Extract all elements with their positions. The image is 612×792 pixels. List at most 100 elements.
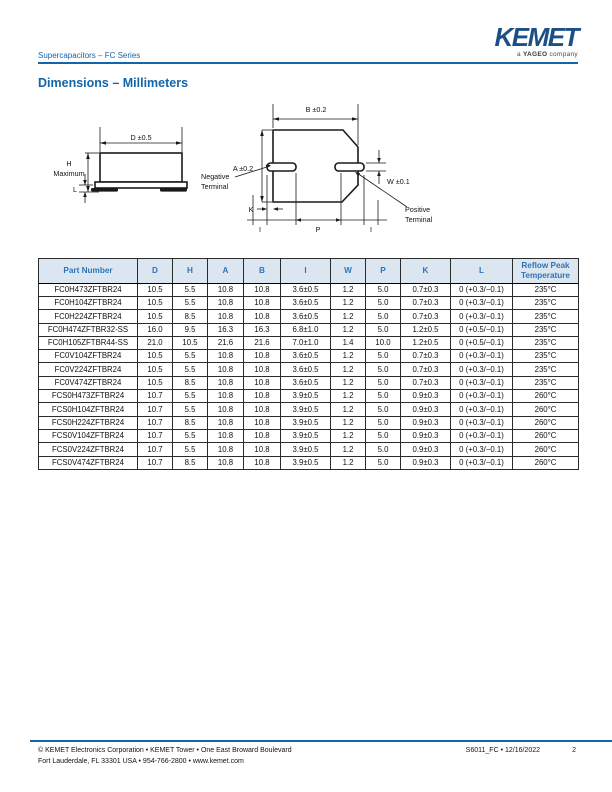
tagline-post: company — [547, 51, 578, 58]
dimension-cell: 0 (+0.3/−0.1) — [450, 349, 513, 364]
dimension-cell: 10.8 — [207, 309, 244, 324]
dimension-cell: 260°C — [512, 415, 579, 430]
negative-terminal-tab — [266, 162, 297, 172]
table-row: FC0H474ZFTBR32-SS 16.0 9.5 16.3 16.3 6.8±1.0 1… — [38, 322, 579, 337]
dimension-cell: 5.5 — [172, 389, 208, 404]
dim-b-label: B ±0.2 — [306, 105, 327, 114]
dimension-cell: 5.5 — [172, 402, 208, 417]
dimension-cell: 8.5 — [172, 455, 208, 470]
part-number-cell: FC0H473ZFTBR24 — [38, 282, 138, 297]
dimension-cell: 5.0 — [365, 322, 401, 337]
dimension-cell: 10.8 — [207, 282, 244, 297]
part-number-cell: FC0H104ZFTBR24 — [38, 295, 138, 311]
dimension-cell: 260°C — [512, 389, 579, 404]
footer-address-line1: © KEMET Electronics Corporation • KEMET … — [38, 747, 292, 754]
dimension-cell: 0 (+0.3/−0.1) — [450, 455, 513, 470]
dimension-cell: 10.7 — [137, 415, 173, 430]
dimension-cell: 5.0 — [365, 295, 401, 311]
dimension-cell: 10.7 — [137, 428, 173, 444]
part-number-cell: FC0H105ZFTBR44-SS — [38, 335, 138, 351]
column-header-l: L — [450, 258, 513, 284]
column-header-h: H — [172, 258, 208, 284]
dimension-cell: 0.7±0.3 — [400, 349, 451, 364]
dimension-cell: 3.9±0.5 — [280, 428, 331, 444]
header-rule — [38, 62, 578, 64]
table-row: FCS0V474ZFTBR24 10.7 8.5 10.8 10.8 3.9±0.5 1.2… — [38, 455, 579, 470]
dimension-cell: 0.9±0.3 — [400, 389, 451, 404]
positive-terminal-tab — [334, 162, 365, 172]
dimension-cell: 8.5 — [172, 415, 208, 430]
dimension-cell: 10.8 — [207, 415, 244, 430]
column-header-reflow-peak-temperature: Reflow Peak Temperature — [512, 258, 579, 284]
part-number-cell: FC0V104ZFTBR24 — [38, 349, 138, 364]
footer-rule — [30, 740, 612, 742]
base-plate — [94, 181, 188, 189]
dimension-cell: 5.0 — [365, 415, 401, 430]
dimension-cell: 10.8 — [207, 402, 244, 417]
dim-l-label: L — [73, 185, 77, 194]
dimension-cell: 10.8 — [243, 309, 281, 324]
terminal-pad-left — [91, 188, 118, 192]
dimension-cell: 10.7 — [137, 442, 173, 457]
table-row: FCS0V104ZFTBR24 10.7 5.5 10.8 10.8 3.9±0.5 1.2… — [38, 428, 579, 444]
dim-a-label: A ±0.2 — [233, 164, 253, 173]
dimension-cell: 1.2 — [330, 455, 366, 470]
column-header-k: K — [400, 258, 451, 284]
dimension-cell: 5.0 — [365, 375, 401, 391]
dimension-cell: 0 (+0.3/−0.1) — [450, 442, 513, 457]
dimension-cell: 16.3 — [207, 322, 244, 337]
dimension-cell: 10.8 — [243, 349, 281, 364]
dimension-cell: 1.2 — [330, 375, 366, 391]
part-number-cell: FCS0V474ZFTBR24 — [38, 455, 138, 470]
table-row: FCS0H224ZFTBR24 10.7 8.5 10.8 10.8 3.9±0.5 1.2… — [38, 415, 579, 430]
dimension-cell: 10.8 — [243, 362, 281, 377]
negative-terminal-label-2: Terminal — [201, 182, 229, 191]
column-header-part-number: Part Number — [38, 258, 138, 284]
dimension-cell: 10.8 — [207, 362, 244, 377]
dimension-cell: 16.0 — [137, 322, 173, 337]
dimension-cell: 1.2 — [330, 349, 366, 364]
dimension-cell: 5.0 — [365, 362, 401, 377]
dimension-cell: 10.7 — [137, 402, 173, 417]
dimension-cell: 1.2±0.5 — [400, 322, 451, 337]
part-number-cell: FCS0V224ZFTBR24 — [38, 442, 138, 457]
dimension-cell: 260°C — [512, 442, 579, 457]
dimension-cell: 3.9±0.5 — [280, 442, 331, 457]
yageo-tagline: a YAGEO company — [495, 51, 579, 58]
dimension-cell: 1.2 — [330, 389, 366, 404]
dimension-cell: 5.0 — [365, 349, 401, 364]
series-title: Supercapacitors – FC Series — [38, 51, 141, 60]
dimension-cell: 235°C — [512, 309, 579, 324]
dim-p-label: P — [316, 225, 321, 234]
dimension-cell: 1.2 — [330, 362, 366, 377]
dimension-cell: 3.6±0.5 — [280, 309, 331, 324]
dimension-cell: 0 (+0.5/−0.1) — [450, 335, 513, 351]
dimension-cell: 10.8 — [243, 375, 281, 391]
capacitor-body-side — [99, 152, 183, 183]
dimension-cell: 10.8 — [243, 455, 281, 470]
dimension-cell: 5.0 — [365, 402, 401, 417]
table-row: FC0H224ZFTBR24 10.5 8.5 10.8 10.8 3.6±0.5 1.2 5… — [38, 309, 579, 324]
dimension-cell: 10.8 — [207, 295, 244, 311]
column-header-d: D — [137, 258, 173, 284]
dimension-cell: 5.5 — [172, 295, 208, 311]
dim-d-label: D ±0.5 — [130, 133, 151, 142]
column-header-p: P — [365, 258, 401, 284]
dimension-cell: 0 (+0.3/−0.1) — [450, 309, 513, 324]
dimension-cell: 3.6±0.5 — [280, 375, 331, 391]
dimension-cell: 0.7±0.3 — [400, 375, 451, 391]
tagline-brand: YAGEO — [523, 51, 548, 58]
table-row: FCS0V224ZFTBR24 10.7 5.5 10.8 10.8 3.9±0.5 1.2… — [38, 442, 579, 457]
dimension-cell: 235°C — [512, 322, 579, 337]
table-row: FC0V474ZFTBR24 10.5 8.5 10.8 10.8 3.6±0.5 1.2 5… — [38, 375, 579, 391]
part-number-cell: FC0H474ZFTBR32-SS — [38, 322, 138, 337]
dimension-cell: 0.7±0.3 — [400, 362, 451, 377]
dimension-cell: 260°C — [512, 402, 579, 417]
part-number-cell: FC0V224ZFTBR24 — [38, 362, 138, 377]
column-header-w: W — [330, 258, 366, 284]
positive-terminal-label-1: Positive — [405, 205, 430, 214]
footer-page-number: 2 — [572, 747, 576, 754]
dimension-cell: 10.0 — [365, 335, 401, 351]
dimension-cell: 5.0 — [365, 428, 401, 444]
